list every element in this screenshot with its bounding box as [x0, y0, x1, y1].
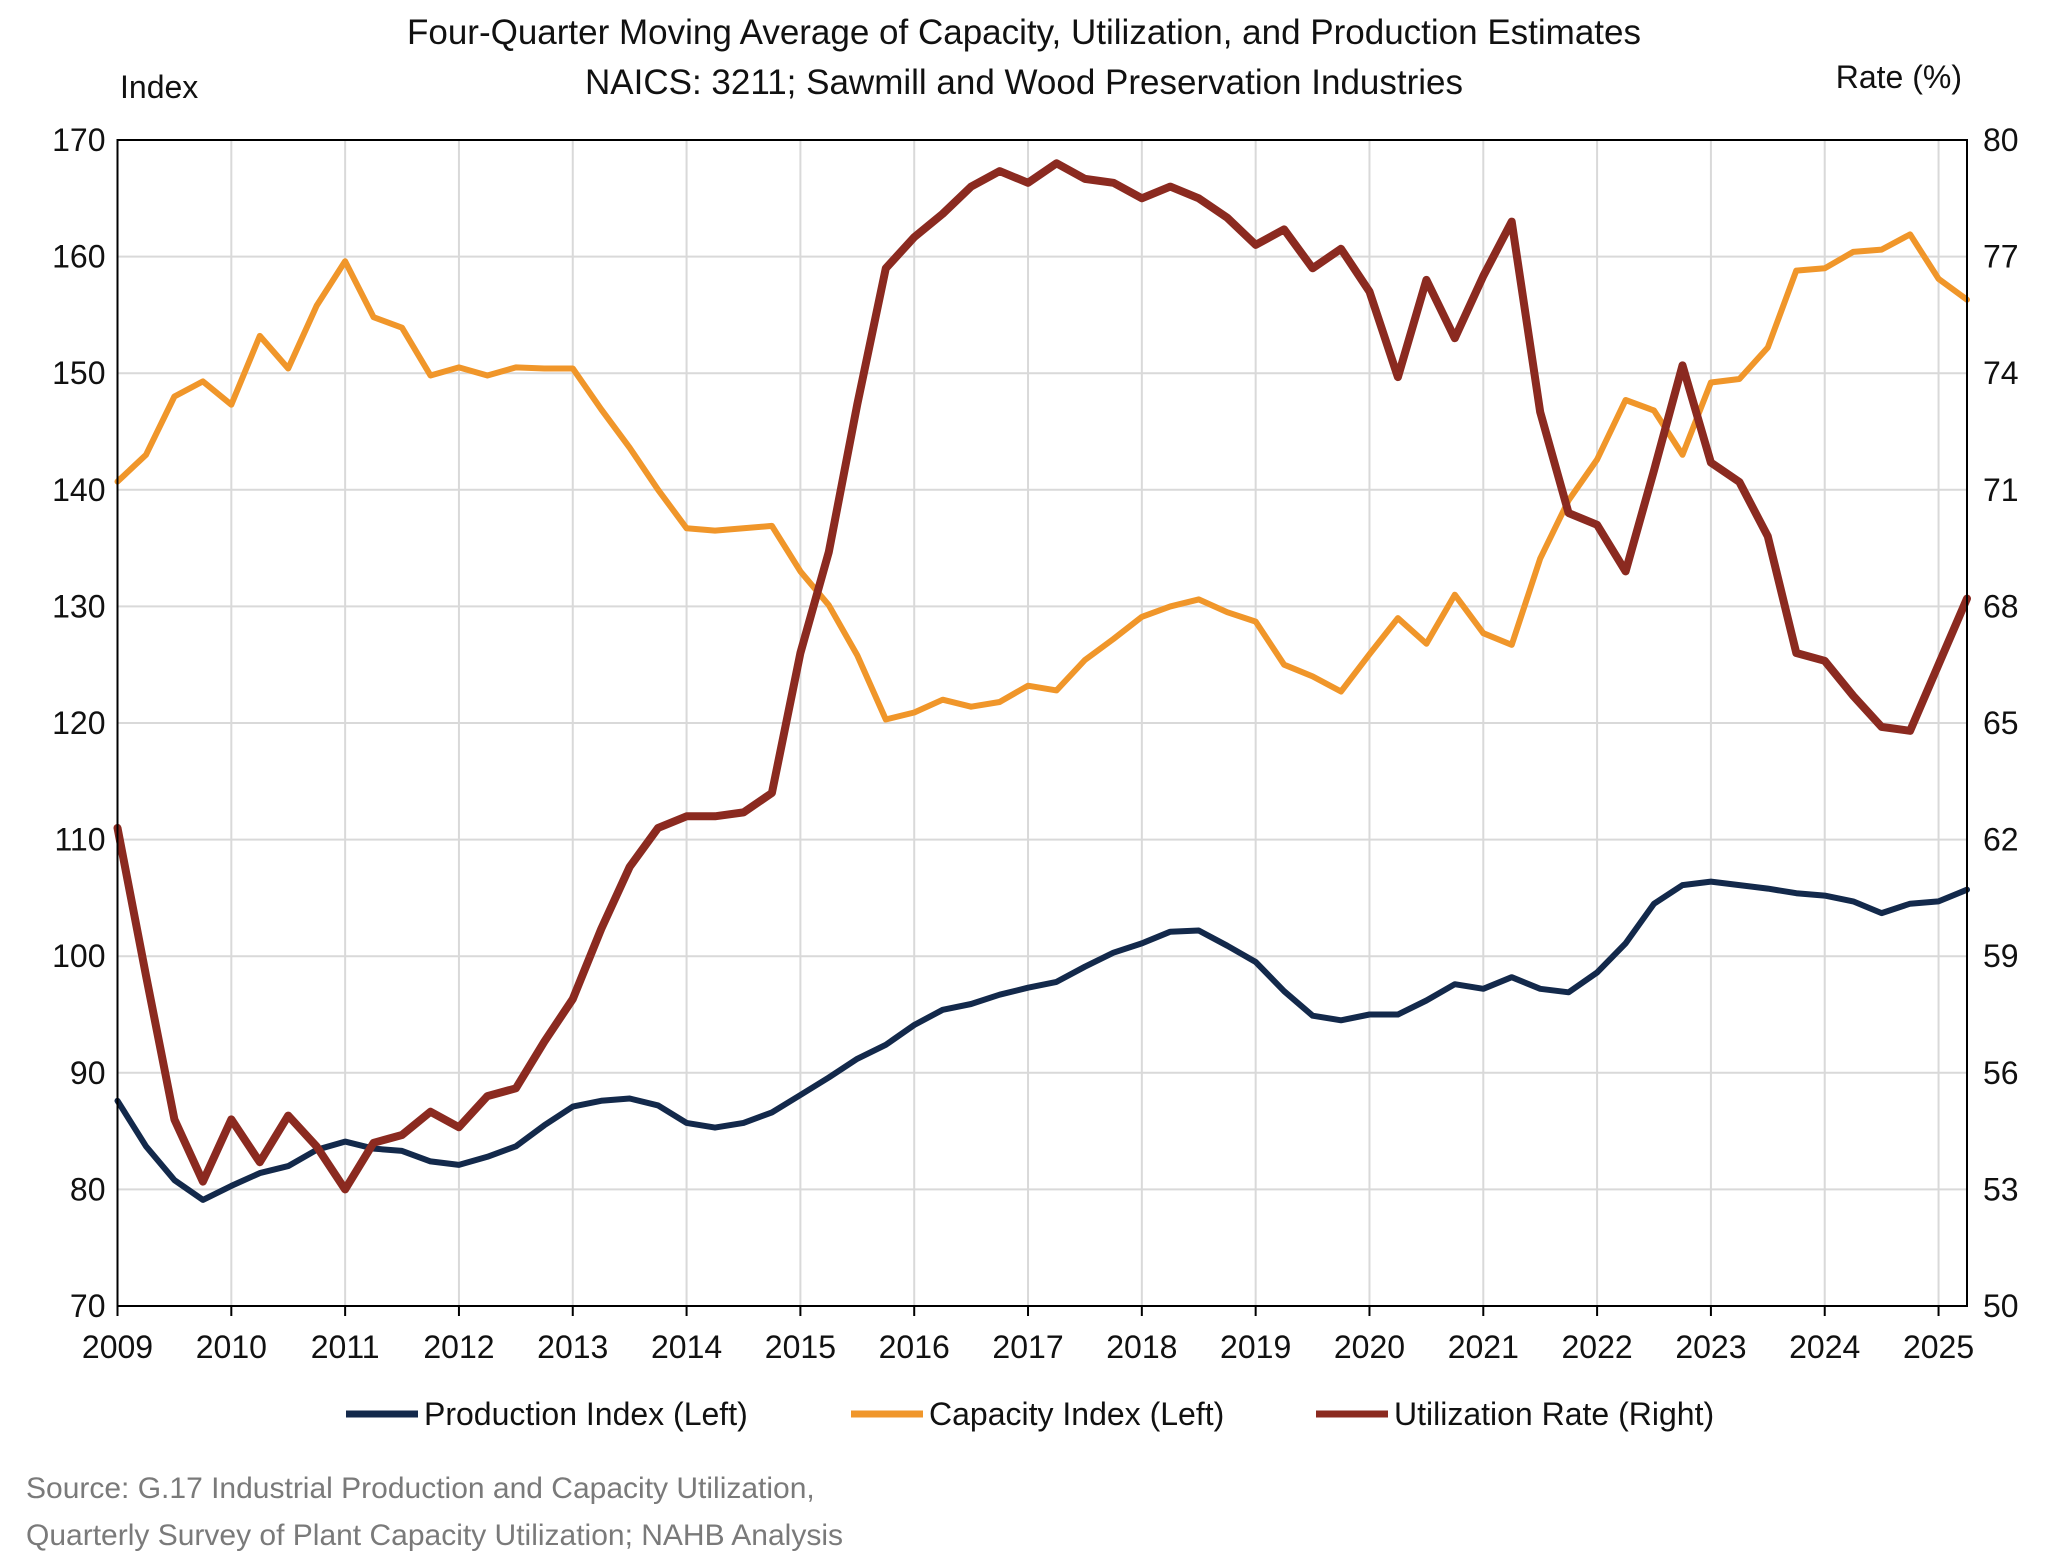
legend-label: Capacity Index (Left): [929, 1396, 1224, 1432]
legend-label: Production Index (Left): [424, 1396, 748, 1432]
x-tick-label: 2010: [196, 1329, 267, 1365]
left-tick-label: 170: [52, 122, 105, 158]
plot-frame: [116, 139, 1968, 1307]
right-tick-label: 74: [1983, 355, 2019, 391]
right-tick-label: 56: [1983, 1055, 2019, 1091]
x-tick-label: 2018: [1106, 1329, 1177, 1365]
x-tick-label: 2025: [1903, 1329, 1974, 1365]
x-tick-label: 2011: [311, 1329, 380, 1365]
legend: Production Index (Left) Capacity Index (L…: [346, 1396, 1714, 1432]
chart-title: Four-Quarter Moving Average of Capacity,…: [407, 13, 1641, 52]
right-tick-label: 71: [1983, 472, 2019, 508]
x-tick-label: 2019: [1220, 1329, 1291, 1365]
x-tick-label: 2009: [82, 1329, 153, 1365]
x-tick-label: 2022: [1562, 1329, 1633, 1365]
x-tick-label: 2024: [1789, 1329, 1860, 1365]
left-tick-label: 140: [52, 472, 105, 508]
right-tick-label: 62: [1983, 822, 2019, 858]
right-tick-label: 53: [1983, 1171, 2019, 1207]
left-tick-label: 160: [52, 239, 105, 275]
left-tick-label: 90: [70, 1055, 106, 1091]
chart-subtitle: NAICS: 3211; Sawmill and Wood Preservati…: [585, 63, 1463, 102]
left-tick-label: 130: [52, 588, 105, 624]
right-tick-label: 50: [1983, 1288, 2019, 1324]
series-line-utilization-rate-right: [113, 159, 1971, 1194]
x-tick-label: 2023: [1675, 1329, 1746, 1365]
source-line-1: Source: G.17 Industrial Production and C…: [26, 1472, 815, 1505]
left-tick-label: 110: [54, 822, 105, 858]
right-tick-label: 80: [1983, 122, 2019, 158]
legend-label: Utilization Rate (Right): [1394, 1396, 1714, 1432]
x-tick-label: 2020: [1334, 1329, 1405, 1365]
source-line-2: Quarterly Survey of Plant Capacity Utili…: [26, 1519, 843, 1552]
tick-labels: 170 80 160 77 150 74 140 71 130 68 120 65 110 62 100 59…: [52, 122, 2018, 1365]
x-tick-label: 2021: [1448, 1329, 1519, 1365]
x-tick-label: 2013: [537, 1329, 608, 1365]
left-tick-label: 80: [70, 1171, 106, 1207]
series-line-production-index-left: [114, 878, 1970, 1203]
x-tick-label: 2014: [651, 1329, 722, 1365]
series-lines: [113, 159, 1971, 1203]
right-tick-label: 77: [1983, 239, 2019, 275]
right-tick-label: 65: [1983, 705, 2019, 741]
x-tick-label: 2017: [992, 1329, 1063, 1365]
x-tick-label: 2016: [879, 1329, 950, 1365]
right-tick-label: 68: [1983, 588, 2019, 624]
left-tick-label: 150: [52, 355, 105, 391]
x-tick-label: 2012: [423, 1329, 494, 1365]
x-tick-label: 2015: [765, 1329, 836, 1365]
left-axis-label: Index: [120, 69, 198, 105]
left-tick-label: 100: [52, 938, 105, 974]
series-line-capacity-index-left: [114, 231, 1970, 723]
left-tick-label: 70: [70, 1288, 106, 1324]
right-axis-label: Rate (%): [1836, 59, 1962, 95]
right-tick-label: 59: [1983, 938, 2019, 974]
left-tick-label: 120: [52, 705, 105, 741]
